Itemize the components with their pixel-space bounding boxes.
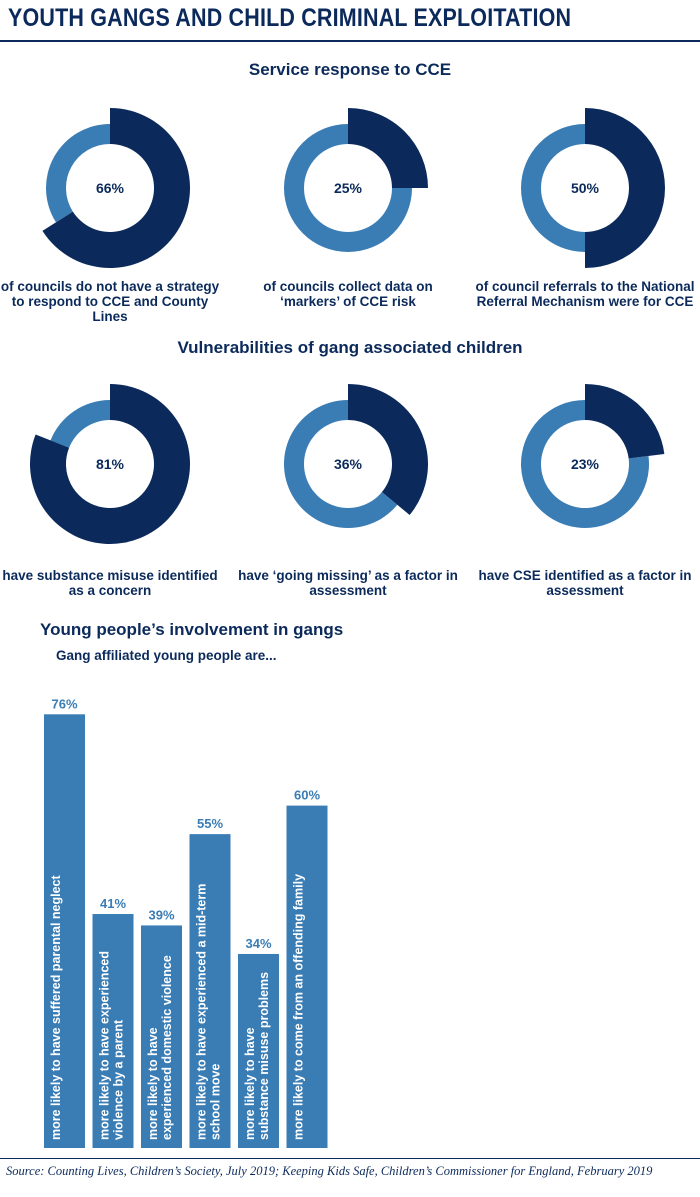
- section-title-service: Service response to CCE: [248, 60, 452, 79]
- bar-value-label: 60%: [294, 788, 320, 803]
- donut-value-segment: [42, 108, 190, 268]
- donut-chart: [42, 108, 190, 268]
- bar-value-label: 76%: [51, 696, 77, 711]
- donut-value-segment: [348, 108, 428, 188]
- donut-value: 66%: [95, 180, 125, 196]
- bar-category-label: more likely to come from an offending fa…: [292, 874, 306, 1140]
- bar-value-label: 34%: [245, 936, 271, 951]
- source-divider: [0, 1158, 700, 1159]
- donut-remainder-segment: [284, 124, 412, 252]
- donut-caption: of council referrals to the National Ref…: [475, 279, 695, 309]
- bar: [44, 714, 85, 1148]
- donut-chart: [284, 384, 428, 528]
- donut-service-3: 50%: [505, 108, 665, 268]
- donut-value: 81%: [95, 456, 125, 472]
- bar: [286, 805, 328, 1148]
- donut-value-segment: [348, 384, 428, 515]
- donut-remainder-segment: [520, 124, 585, 252]
- bar: [141, 925, 182, 1148]
- page-title: YOUTH GANGS AND CHILD CRIMINAL EXPLOITAT…: [8, 4, 572, 32]
- bar-value-label: 39%: [148, 907, 174, 922]
- donut-caption: have ‘going missing’ as a factor in asse…: [238, 568, 458, 598]
- donut-chart: [284, 108, 428, 252]
- donut-remainder-segment: [521, 400, 649, 528]
- donut-value: 36%: [333, 456, 363, 472]
- section-title-involvement: Young people’s involvement in gangs: [40, 620, 344, 639]
- donut-service-1: 66%: [30, 108, 190, 268]
- donut-value-segment: [585, 384, 665, 459]
- donut-value: 50%: [570, 180, 600, 196]
- header-divider: [0, 40, 700, 42]
- chart-subtitle: Gang affiliated young people are...: [56, 648, 277, 663]
- donut-value-segment: [585, 108, 665, 268]
- section-title-vulnerabilities: Vulnerabilities of gang associated child…: [177, 338, 523, 357]
- donut-remainder-segment: [284, 400, 398, 528]
- donut-value: 23%: [570, 456, 600, 472]
- bar-value-label: 55%: [197, 816, 223, 831]
- donut-caption: of councils do not have a strategy to re…: [0, 279, 220, 324]
- donut-chart: [520, 108, 665, 268]
- bar: [92, 914, 134, 1148]
- bar-category-label: more likely to haveexperienced domestic …: [146, 955, 174, 1140]
- bar-chart: 76% more likely to have suffered parental…: [44, 696, 328, 1148]
- donut-remainder-segment: [50, 400, 110, 448]
- donut-service-2: 25%: [268, 108, 428, 268]
- bar-category-label: more likely to have suffered parental ne…: [49, 874, 63, 1140]
- donut-caption: have substance misuse identified as a co…: [2, 568, 218, 598]
- bar-category-label: more likely to havesubstance misuse prob…: [243, 972, 271, 1140]
- bar-category-label: more likely to have experiencedviolence …: [98, 951, 126, 1140]
- donut-vulnerability-1: 81%: [30, 384, 190, 544]
- donut-vulnerability-2: 36%: [268, 384, 428, 544]
- bar-value-label: 41%: [100, 896, 126, 911]
- bar: [189, 834, 231, 1148]
- donut-chart: [521, 384, 665, 528]
- donut-vulnerability-3: 23%: [505, 384, 665, 544]
- source-note: Source: Counting Lives, Children’s Socie…: [6, 1164, 653, 1178]
- donut-chart: [30, 384, 190, 544]
- donut-caption: of councils collect data on ‘markers’ of…: [263, 279, 433, 309]
- donut-caption: have CSE identified as a factor in asses…: [478, 568, 692, 598]
- donut-value: 25%: [333, 180, 363, 196]
- bar-category-label: more likely to have experienced a mid-te…: [195, 884, 223, 1140]
- bar: [238, 953, 279, 1148]
- donut-remainder-segment: [46, 124, 110, 223]
- donut-value-segment: [30, 384, 190, 544]
